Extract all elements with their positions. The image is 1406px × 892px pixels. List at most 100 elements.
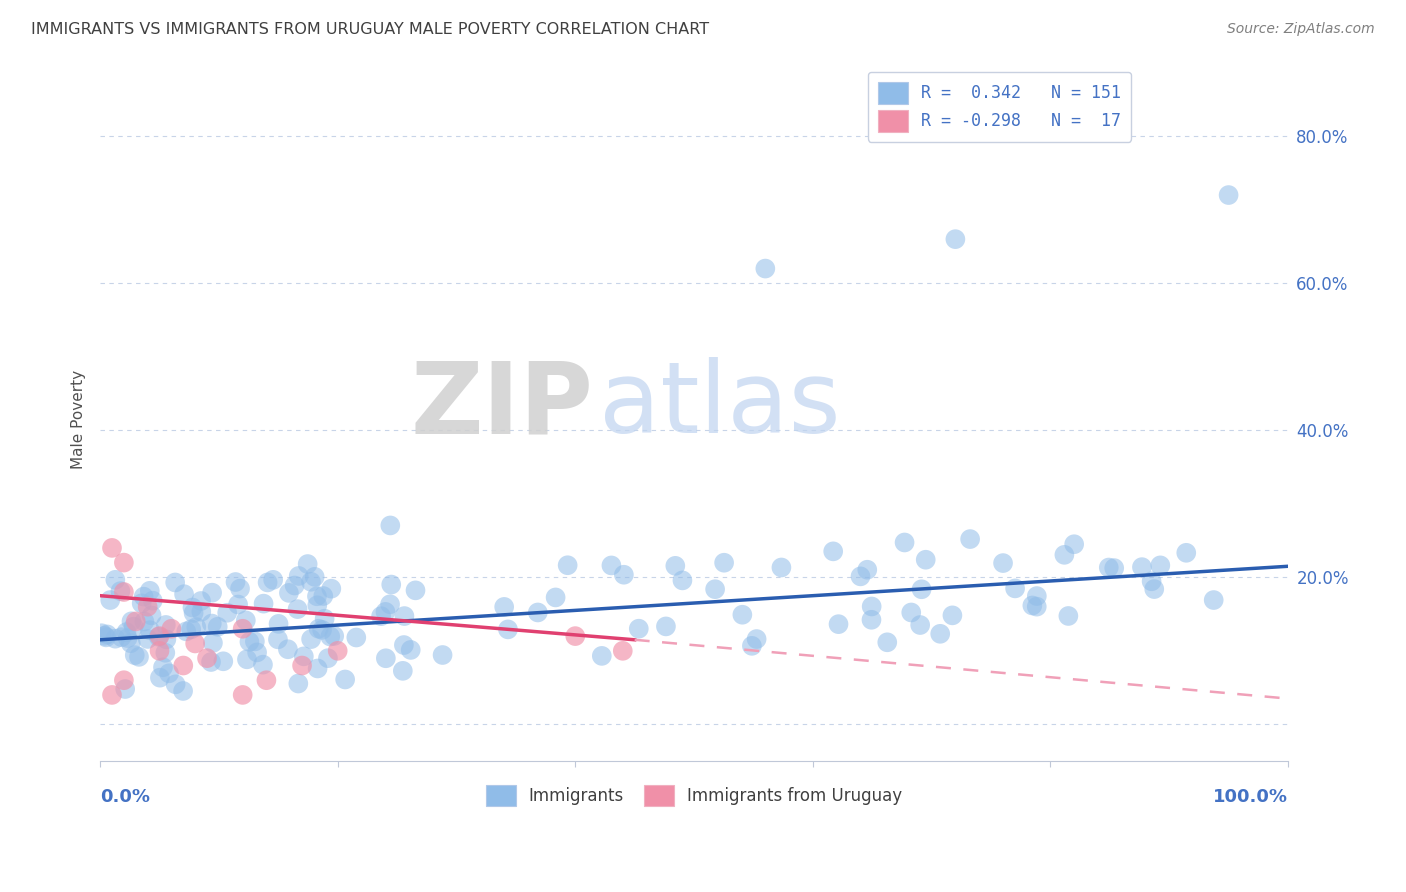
Point (374, 651, 396, 665)
Point (125, 615, 148, 629)
Point (94, 631, 117, 645)
Point (745, 632, 768, 646)
Point (165, 677, 187, 691)
Point (134, 615, 156, 629)
Point (124, 648, 146, 662)
Point (557, 558, 579, 573)
Point (149, 671, 172, 685)
Point (876, 635, 898, 649)
Point (254, 673, 277, 688)
Point (856, 563, 879, 577)
Point (181, 600, 204, 615)
Point (148, 630, 170, 644)
Point (121, 615, 143, 629)
Point (114, 681, 136, 696)
Point (370, 609, 392, 624)
Point (96, 627, 118, 641)
Point (941, 608, 963, 623)
Point (600, 558, 623, 573)
Point (1057, 609, 1080, 624)
Point (380, 577, 402, 591)
Point (142, 593, 165, 607)
Point (827, 617, 849, 632)
Point (1053, 548, 1076, 562)
Point (139, 583, 162, 598)
Point (1143, 582, 1166, 596)
Point (104, 573, 127, 587)
Point (544, 591, 567, 605)
Point (893, 535, 915, 549)
Point (155, 618, 177, 632)
Point (110, 584, 132, 599)
Point (392, 638, 415, 652)
Point (131, 596, 153, 610)
Point (165, 575, 187, 590)
Point (195, 651, 218, 665)
Point (184, 636, 207, 650)
Point (627, 622, 650, 636)
Point (190, 594, 212, 608)
Point (432, 648, 454, 662)
Point (141, 608, 163, 623)
Point (908, 618, 931, 632)
Point (148, 644, 170, 658)
Point (312, 589, 335, 603)
Point (155, 632, 177, 647)
Point (277, 642, 299, 657)
Point (307, 661, 329, 675)
Point (770, 560, 793, 574)
Point (959, 532, 981, 546)
Text: 0.0%: 0.0% (100, 789, 150, 806)
Point (1098, 560, 1121, 574)
Point (201, 585, 224, 599)
Point (115, 625, 138, 640)
Point (704, 582, 727, 597)
Point (291, 658, 314, 673)
Point (321, 582, 343, 596)
Point (494, 599, 516, 614)
Point (139, 623, 162, 637)
Point (148, 629, 170, 643)
Point (110, 630, 132, 644)
Point (287, 602, 309, 616)
Point (1149, 558, 1171, 573)
Point (229, 582, 252, 596)
Point (326, 644, 349, 658)
Point (849, 569, 872, 583)
Point (914, 552, 936, 566)
Point (236, 652, 259, 666)
Point (316, 651, 339, 665)
Point (122, 619, 145, 633)
Point (136, 599, 159, 614)
Point (1025, 589, 1047, 603)
Point (900, 606, 922, 620)
Point (823, 544, 845, 558)
Point (399, 643, 422, 657)
Point (655, 619, 678, 633)
Point (307, 599, 329, 613)
Point (186, 620, 208, 634)
Point (225, 574, 247, 589)
Point (174, 624, 197, 639)
Point (136, 632, 159, 646)
Point (226, 598, 249, 612)
Point (93, 629, 115, 643)
Point (860, 599, 883, 614)
Point (128, 649, 150, 664)
Point (591, 648, 613, 663)
Point (564, 629, 586, 643)
Point (287, 569, 309, 583)
Point (120, 636, 142, 650)
Point (238, 635, 260, 649)
Point (731, 607, 754, 622)
Point (267, 632, 290, 647)
Point (267, 616, 290, 631)
Point (217, 606, 239, 620)
Point (299, 632, 322, 646)
Text: ZIP: ZIP (411, 357, 593, 454)
Point (190, 605, 212, 619)
Point (613, 567, 636, 582)
Point (232, 622, 254, 636)
Point (212, 654, 235, 668)
Point (945, 232, 967, 246)
